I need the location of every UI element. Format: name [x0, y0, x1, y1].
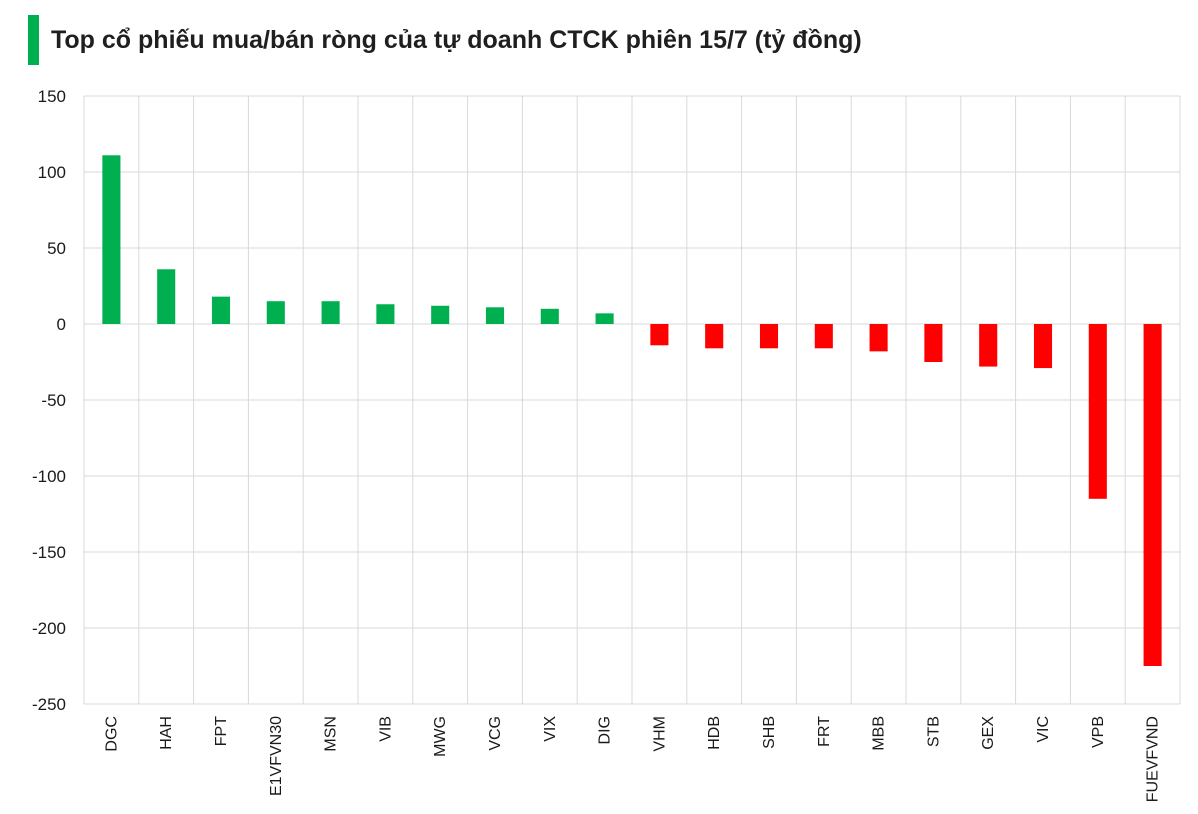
- chart-title: Top cổ phiếu mua/bán ròng của tự doanh C…: [51, 25, 862, 54]
- x-category-label: STB: [925, 716, 942, 747]
- x-category-label: MSN: [323, 716, 340, 752]
- x-category-label: FRT: [816, 716, 833, 747]
- y-tick-label: -200: [32, 619, 66, 638]
- bar-msn: [321, 301, 340, 324]
- x-category-label: HAH: [158, 716, 175, 750]
- y-tick-label: -50: [41, 391, 66, 410]
- x-category-label: E1VFVN30: [268, 716, 285, 796]
- x-category-label: VIC: [1035, 716, 1052, 743]
- x-category-label: FPT: [213, 716, 230, 746]
- bar-vpb: [1088, 324, 1107, 499]
- chart-title-block: Top cổ phiếu mua/bán ròng của tự doanh C…: [28, 14, 862, 66]
- bar-vib: [376, 304, 395, 324]
- y-tick-label: 50: [47, 239, 66, 258]
- y-tick-label: 150: [38, 87, 66, 106]
- x-category-label: VIX: [542, 716, 559, 742]
- x-category-label: HDB: [706, 716, 723, 750]
- x-category-label: VHM: [651, 716, 668, 752]
- gridlines: [83, 95, 1181, 705]
- x-axis-categories: DGC HAH FPT E1VFVN30 MSN VIB MWG VCG VIX DIG VHM HD…: [103, 716, 1161, 803]
- bar-gex: [979, 324, 998, 367]
- bar-mbb: [869, 324, 888, 352]
- x-category-label: VCG: [487, 716, 504, 751]
- title-accent-bar: [28, 15, 39, 65]
- bar-vhm: [650, 324, 669, 346]
- x-category-label: FUEVFVND: [1145, 716, 1162, 802]
- y-tick-label: -150: [32, 543, 66, 562]
- bar-hah: [157, 269, 176, 324]
- x-category-label: SHB: [761, 716, 778, 749]
- bar-mwg: [431, 305, 450, 324]
- y-axis-ticks: 150 100 50 0 -50 -100 -150 -200 -250: [32, 87, 66, 714]
- bar-e1vfvn30: [266, 301, 285, 324]
- bar-vic: [1033, 324, 1053, 369]
- y-tick-label: -100: [32, 467, 66, 486]
- x-category-label: VPB: [1090, 716, 1107, 748]
- x-category-label: VIB: [377, 716, 394, 742]
- bar-shb: [759, 324, 779, 349]
- bar-hdb: [705, 324, 724, 349]
- bar-fuevfvnd: [1143, 324, 1162, 666]
- x-category-label: GEX: [980, 716, 997, 750]
- x-category-label: DGC: [103, 716, 120, 752]
- bar-dig: [595, 313, 614, 324]
- bar-dgc: [102, 155, 121, 324]
- bar-stb: [924, 324, 943, 362]
- bars: [102, 155, 1162, 666]
- y-tick-label: 100: [38, 163, 66, 182]
- x-category-label: MBB: [871, 716, 888, 751]
- bar-vcg: [485, 307, 505, 324]
- bar-frt: [814, 324, 833, 349]
- bar-fpt: [211, 296, 231, 324]
- x-category-label: DIG: [597, 716, 614, 744]
- x-category-label: MWG: [432, 716, 449, 757]
- y-tick-label: 0: [57, 315, 66, 334]
- bar-vix: [540, 308, 559, 324]
- y-tick-label: -250: [32, 695, 66, 714]
